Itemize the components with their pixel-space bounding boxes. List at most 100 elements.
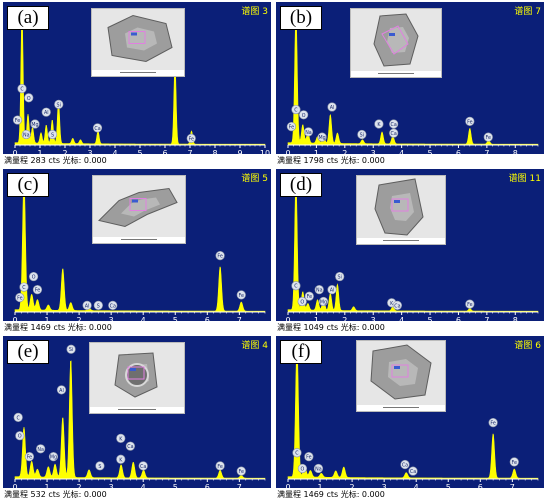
element-label-4: Ca [400, 459, 410, 470]
svg-text:Fe: Fe [35, 288, 40, 294]
status-line: 满量程 1798 cts 光标: 0.000 [277, 156, 385, 165]
svg-text:K: K [377, 122, 381, 128]
status-line: 满量程 1049 cts 光标: 0.000 [277, 323, 385, 332]
svg-text:Si: Si [338, 275, 342, 281]
svg-text:O: O [302, 113, 306, 119]
svg-text:Fe: Fe [307, 294, 312, 300]
element-label-8: Ca [389, 119, 399, 129]
scale-bar [357, 238, 445, 244]
status-line: 满量程 1469 cts 光标: 0.000 [4, 323, 112, 332]
spectrum-map-title: 谱图 11 [508, 174, 541, 184]
svg-text:Mg: Mg [320, 299, 327, 305]
svg-text:K: K [390, 301, 394, 307]
x-tick-label: 0 [12, 316, 17, 325]
svg-text:Fe: Fe [306, 455, 311, 461]
x-tick-label: 7 [484, 316, 489, 325]
svg-text:Fe: Fe [467, 302, 472, 308]
scale-bar [351, 71, 441, 77]
element-label-10: Fe [465, 116, 475, 126]
element-label-0: C [17, 83, 27, 94]
x-tick-label: 9 [237, 149, 242, 158]
x-tick-label: 0 [285, 149, 290, 158]
x-tick-label: 3 [109, 483, 114, 492]
x-unit-label: keV [254, 158, 269, 166]
svg-text:Ca: Ca [110, 303, 116, 309]
svg-text:Fe: Fe [217, 254, 222, 260]
x-tick-label: 2 [77, 483, 82, 492]
element-label-7: K [374, 119, 384, 129]
x-tick-label: 3 [87, 149, 92, 158]
svg-text:O: O [300, 299, 304, 305]
x-unit-label: keV [527, 492, 542, 500]
element-label-8: Fe [236, 290, 246, 300]
element-label-3: Na [313, 463, 324, 474]
element-label-9: Fe [186, 133, 196, 143]
svg-text:Al: Al [44, 110, 49, 116]
svg-text:Fe: Fe [289, 125, 294, 131]
element-label-3: Na [303, 127, 314, 137]
element-label-5: Ca [408, 466, 418, 476]
element-label-4: Al [82, 300, 92, 310]
svg-text:Al: Al [85, 303, 90, 309]
element-label-2: Fe [15, 292, 25, 303]
x-tick-label: 1 [45, 316, 50, 325]
x-tick-label: 2 [342, 149, 347, 158]
status-line: 满量程 1469 cts 光标: 0.000 [277, 490, 385, 499]
svg-text:Fe: Fe [239, 293, 244, 299]
sem-micrograph [89, 342, 185, 414]
spectrum-map-title: 谱图 6 [514, 341, 541, 351]
svg-text:Fe: Fe [17, 296, 22, 302]
element-label-7: Fe [509, 457, 519, 467]
element-label-1: O [15, 431, 25, 441]
element-label-6: Si [357, 129, 367, 140]
element-label-2: Fe [12, 115, 23, 125]
svg-text:Fe: Fe [217, 464, 222, 470]
svg-text:Fe: Fe [467, 119, 472, 125]
x-tick-label: 5 [173, 483, 178, 492]
element-label-9: Ca [389, 128, 399, 138]
element-label-6: Si [66, 344, 76, 354]
panel-label: (c) [7, 173, 49, 197]
svg-text:Si: Si [57, 102, 61, 108]
panel-label: (b) [280, 6, 322, 30]
element-label-8: Ca [92, 123, 103, 133]
svg-text:Mg: Mg [31, 122, 38, 128]
spectrum-trace [287, 180, 539, 313]
x-tick-label: 6 [478, 483, 483, 492]
panel-label: (d) [280, 173, 322, 197]
svg-text:Fe: Fe [486, 135, 491, 141]
svg-text:C: C [17, 415, 21, 421]
element-label-1: O [297, 463, 308, 474]
x-tick-label: 3 [371, 149, 376, 158]
x-unit-label: keV [527, 325, 542, 333]
element-label-9: Fe [465, 299, 475, 309]
element-label-0: C [13, 412, 23, 422]
x-unit-label: keV [254, 325, 269, 333]
svg-text:Mg: Mg [318, 135, 325, 141]
svg-text:C: C [22, 285, 26, 291]
svg-text:Na: Na [37, 447, 44, 453]
element-label-0: C [19, 282, 29, 292]
element-label-2: Fe [24, 452, 35, 462]
element-label-6: Fe [488, 417, 498, 428]
svg-text:Fe: Fe [239, 469, 244, 475]
element-label-4: Mg [48, 452, 59, 462]
element-label-1: O [299, 110, 309, 120]
element-label-13: Fe [236, 466, 246, 476]
element-label-7: Fe [215, 250, 225, 261]
element-label-5: Al [327, 285, 337, 295]
x-tick-label: 1 [37, 149, 42, 158]
element-label-3: Na [314, 285, 324, 295]
element-label-8: K [116, 433, 126, 443]
svg-text:C: C [20, 87, 24, 93]
x-tick-label: 0 [12, 483, 17, 492]
element-label-6: Si [335, 271, 345, 282]
svg-text:C: C [294, 108, 298, 114]
sem-micrograph [91, 8, 185, 77]
x-unit-label: keV [527, 158, 542, 166]
svg-text:K: K [119, 436, 123, 442]
svg-text:Fe: Fe [27, 455, 32, 461]
svg-text:O: O [27, 96, 31, 102]
element-label-5: Al [327, 102, 337, 112]
svg-text:Ca: Ca [394, 303, 400, 309]
